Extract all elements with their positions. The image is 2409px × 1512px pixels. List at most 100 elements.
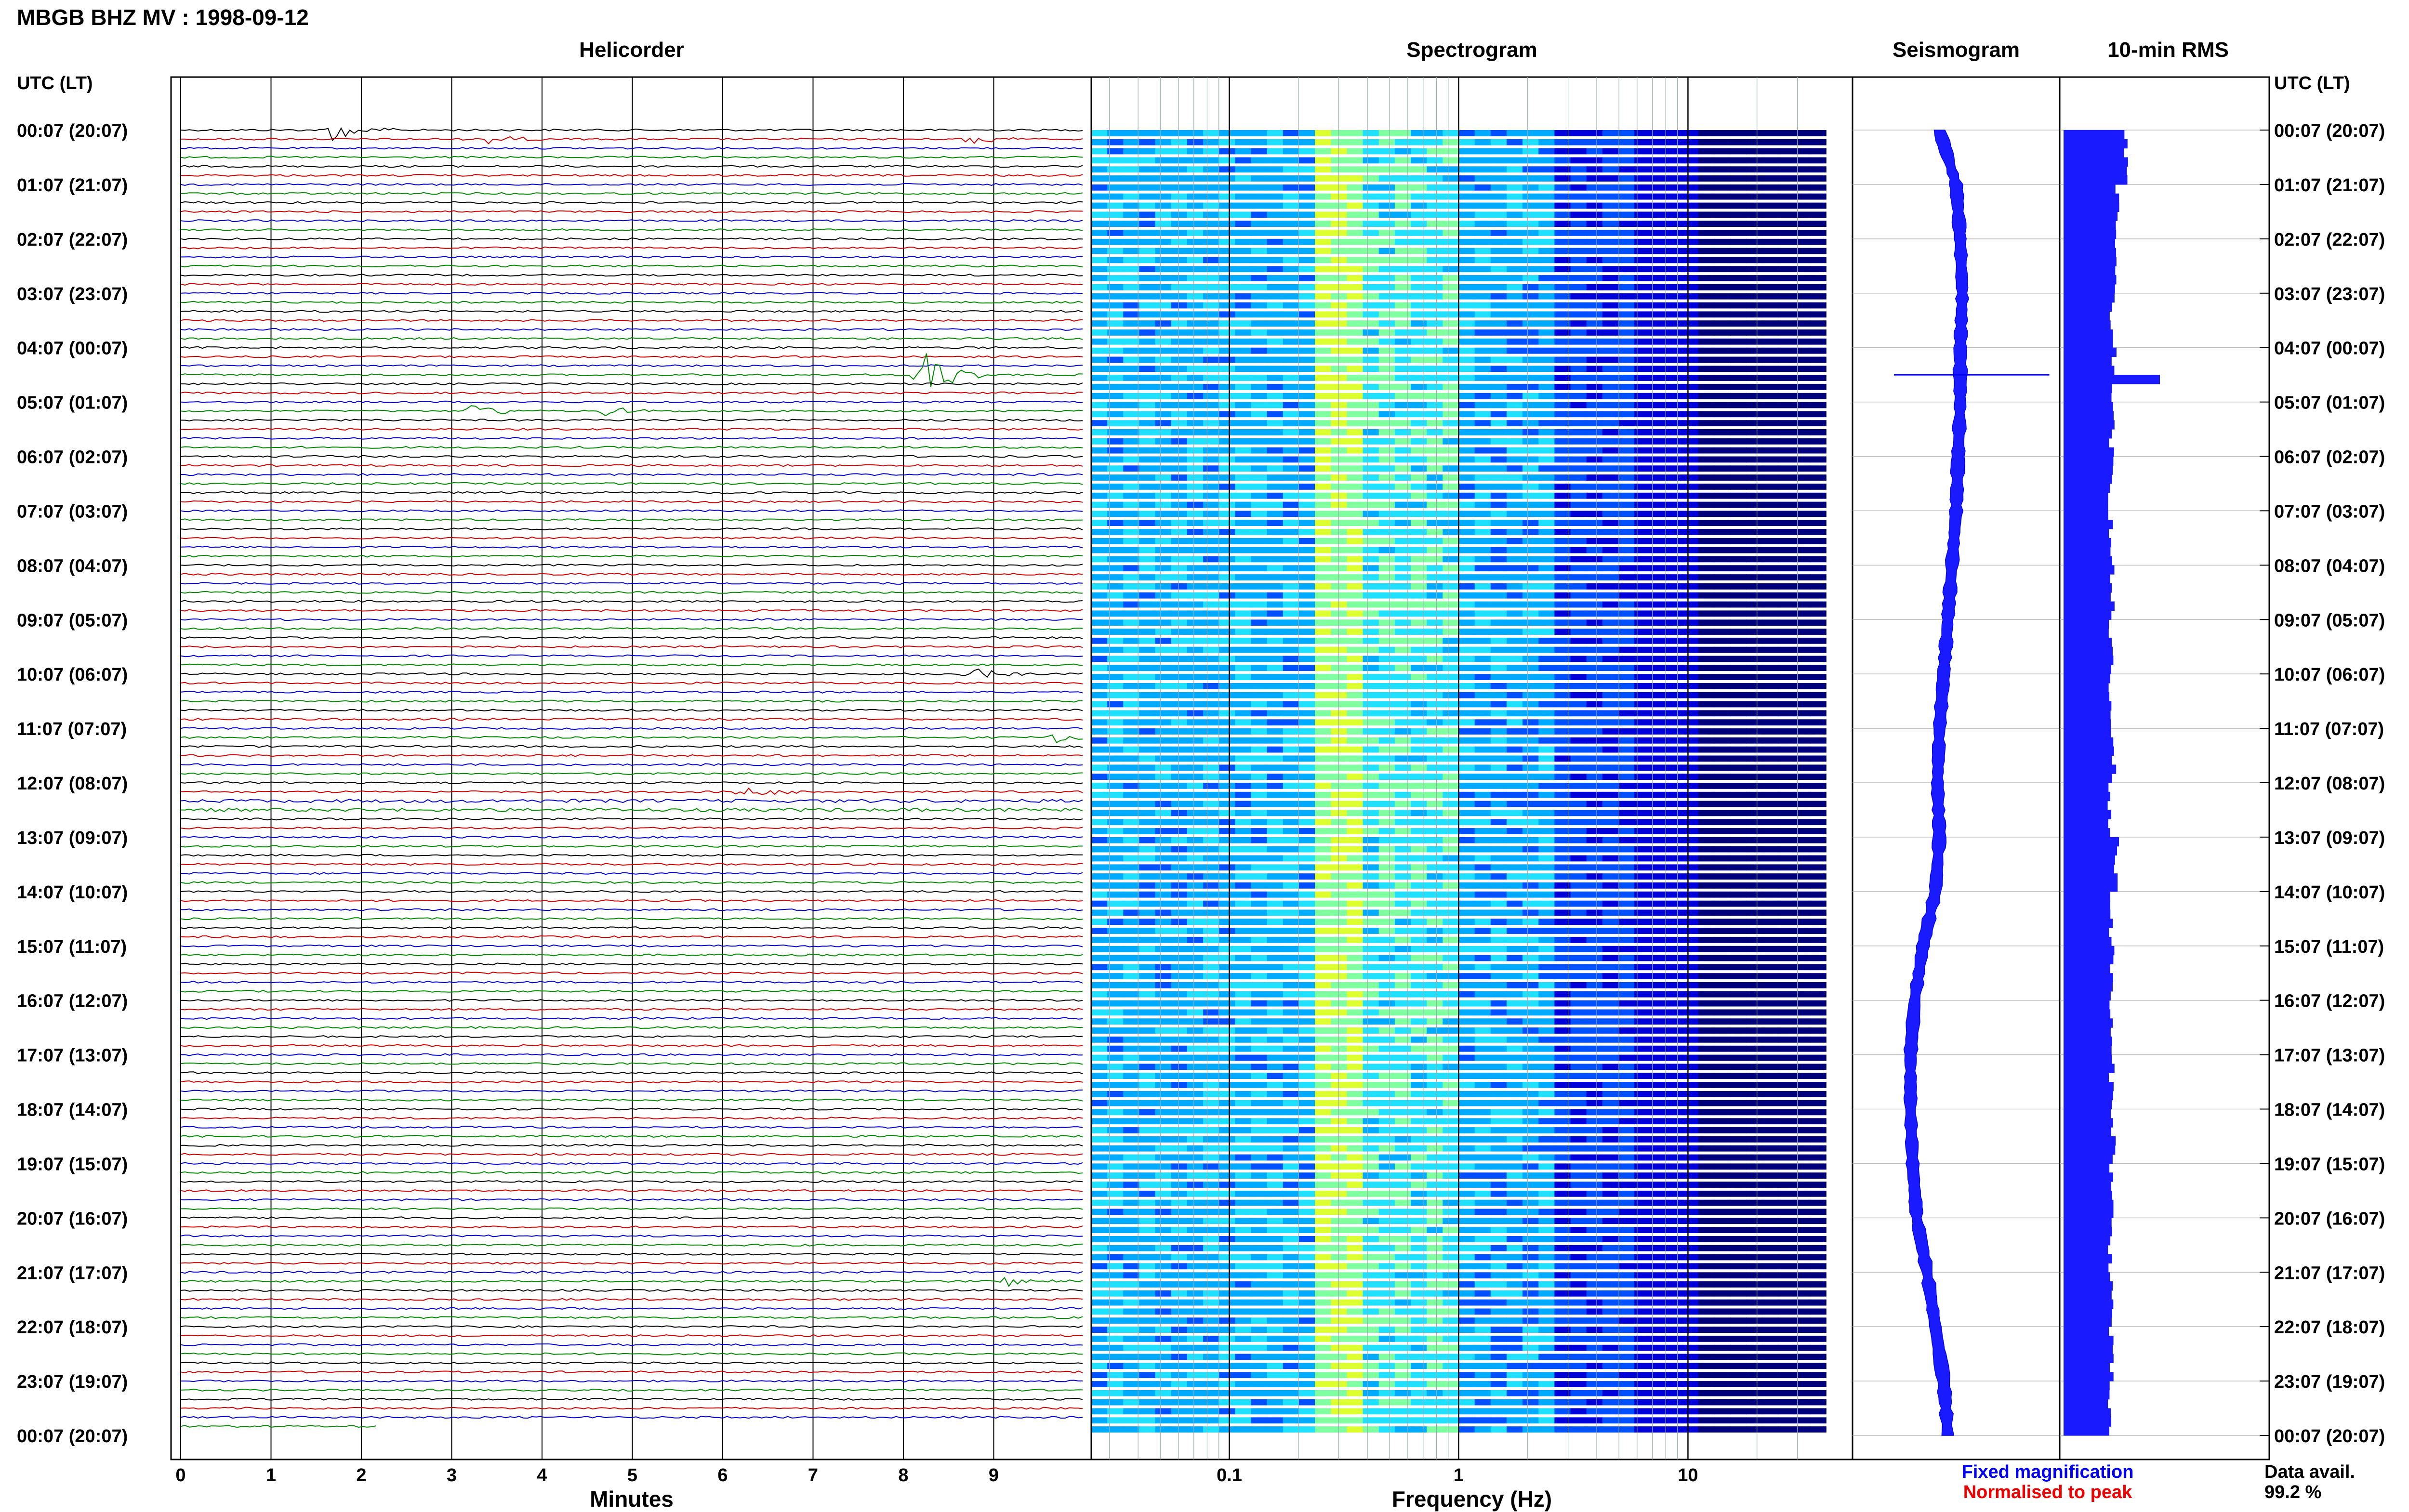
spectrogram-cell [1091, 347, 1108, 354]
spectrogram-cell [1443, 692, 1459, 698]
spectrogram-cell [1251, 420, 1268, 426]
helicorder-trace [180, 1062, 1083, 1065]
spectrogram-cell [1458, 1036, 1475, 1043]
spectrogram-cell [1427, 302, 1443, 309]
spectrogram-cell [1139, 919, 1156, 925]
spectrogram-cell [1554, 338, 1571, 345]
spectrogram-cell [1155, 755, 1172, 762]
spectrogram-cell [1123, 193, 1140, 200]
spectrogram-cell [1219, 230, 1236, 236]
spectrogram-cell [1363, 882, 1379, 889]
spectrogram-cell [1378, 266, 1395, 273]
spectrogram-cell [1458, 175, 1475, 182]
spectrogram-cell [1267, 429, 1284, 435]
spectrogram-cell [1474, 810, 1491, 816]
spectrogram-cell [1203, 275, 1220, 281]
spectrogram-cell [1283, 565, 1299, 572]
spectrogram-cell [1666, 429, 1683, 435]
spectrogram-cell [1331, 338, 1348, 345]
spectrogram-cell [1315, 501, 1332, 508]
spectrogram-cell [1618, 991, 1635, 998]
spectrogram-cell [1123, 492, 1140, 499]
spectrogram-cell [1363, 311, 1379, 318]
spectrogram-cell [1123, 656, 1140, 662]
spectrogram-cell [1650, 511, 1667, 517]
spectrogram-cell [1650, 484, 1667, 490]
spectrogram-cell [1203, 393, 1220, 399]
spectrogram-cell [1810, 230, 1827, 236]
spectrogram-cell [1331, 882, 1348, 889]
spectrogram-cell [1794, 338, 1811, 345]
spectrogram-cell [1698, 411, 1715, 418]
spectrogram-cell [1602, 257, 1619, 263]
spectrogram-cell [1746, 946, 1763, 952]
spectrogram-cell [1570, 474, 1587, 481]
spectrogram-cell [1602, 610, 1619, 617]
spectrogram-cell [1315, 629, 1332, 635]
spectrogram-cell [1187, 311, 1204, 318]
spectrogram-cell [1794, 728, 1811, 735]
spectrogram-cell [1810, 583, 1827, 590]
spectrogram-cell [1315, 520, 1332, 526]
spectrogram-cell [1490, 347, 1507, 354]
spectrogram-cell [1091, 964, 1108, 971]
spectrogram-cell [1347, 356, 1363, 363]
spectrogram-cell [1171, 538, 1188, 544]
spectrogram-cell [1810, 810, 1827, 816]
spectrogram-cell [1634, 484, 1651, 490]
spectrogram-cell [1602, 447, 1619, 454]
spectrogram-cell [1155, 501, 1172, 508]
spectrogram-cell [1347, 810, 1363, 816]
spectrogram-cell [1267, 1018, 1284, 1025]
spectrogram-cell [1507, 837, 1523, 843]
spectrogram-cell [1778, 175, 1795, 182]
spectrogram-cell [1778, 1045, 1795, 1052]
spectrogram-cell [1091, 166, 1108, 173]
spectrogram-cell [1634, 411, 1651, 418]
spectrogram-cell [1363, 656, 1379, 662]
spectrogram-cell [1091, 946, 1108, 952]
helicorder-trace [180, 183, 1083, 186]
spectrogram-cell [1427, 1064, 1443, 1070]
spectrogram-cell [1171, 1064, 1188, 1070]
spectrogram-cell [1458, 356, 1475, 363]
spectrogram-cell [1714, 529, 1731, 535]
spectrogram-cell [1331, 683, 1348, 689]
helicorder-trace [180, 718, 1083, 721]
spectrogram-cell [1602, 592, 1619, 599]
spectrogram-cell [1794, 275, 1811, 281]
spectrogram-cell [1458, 928, 1475, 934]
spectrogram-cell [1107, 973, 1124, 979]
spectrogram-cell [1810, 393, 1827, 399]
spectrogram-cell [1123, 919, 1140, 925]
spectrogram-cell [1107, 810, 1124, 816]
spectrogram-cell [1091, 683, 1108, 689]
spectrogram-cell [1443, 610, 1459, 617]
spectrogram-cell [1746, 529, 1763, 535]
spectrogram-cell [1394, 791, 1411, 798]
spectrogram-cell [1666, 139, 1683, 145]
spectrogram-cell [1682, 629, 1699, 635]
spectrogram-cell [1682, 837, 1699, 843]
spectrogram-cell [1458, 900, 1475, 907]
spectrogram-cell [1091, 928, 1108, 934]
spectrogram-cell [1682, 855, 1699, 862]
spectrogram-cell [1443, 311, 1459, 318]
spectrogram-cell [1299, 891, 1315, 898]
spectrogram-cell [1171, 184, 1188, 191]
spectrogram-cell [1219, 501, 1236, 508]
spectrogram-cell [1091, 1054, 1108, 1061]
spectrogram-cell [1171, 230, 1188, 236]
spectrogram-cell [1634, 238, 1651, 245]
spectrogram-cell [1458, 791, 1475, 798]
spectrogram-cell [1810, 737, 1827, 744]
spectrogram-cell [1251, 783, 1268, 789]
spectrogram-cell [1730, 701, 1747, 708]
spectrogram-cell [1634, 819, 1651, 826]
helicorder-trace [180, 1288, 1083, 1292]
spectrogram-cell [1586, 329, 1603, 336]
spectrogram-cell [1730, 583, 1747, 590]
spectrogram-cell [1443, 964, 1459, 971]
spectrogram-cell [1267, 393, 1284, 399]
